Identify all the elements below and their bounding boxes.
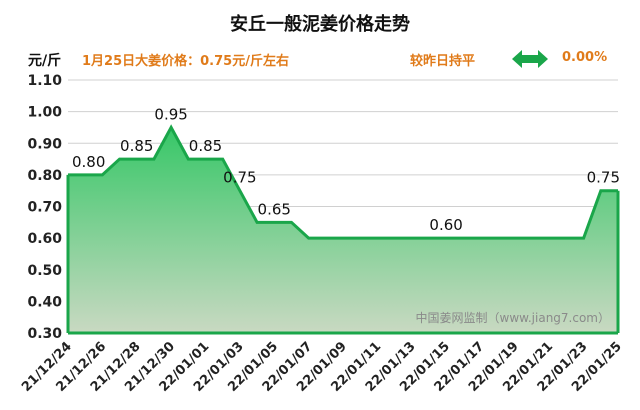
data-label: 0.75	[587, 169, 620, 187]
double-arrow-icon	[512, 50, 548, 68]
chart-title: 安丘一般泥姜价格走势	[230, 14, 410, 35]
y-tick-label: 0.50	[27, 263, 62, 279]
data-label: 0.60	[429, 216, 462, 234]
area-fill	[68, 127, 618, 333]
price-note: 1月25日大姜价格：0.75元/斤左右	[82, 54, 289, 69]
price-line	[68, 124, 618, 240]
data-label: 0.95	[154, 105, 187, 123]
y-tick-label: 1.00	[27, 105, 62, 121]
y-tick-label: 0.80	[27, 168, 62, 184]
y-tick-label: 0.90	[27, 136, 62, 152]
y-tick-label: 0.40	[27, 294, 62, 310]
data-label: 0.75	[223, 169, 256, 187]
y-tick-label: 0.70	[27, 200, 62, 216]
watermark-text: 中国姜网监制（www.jiang7.com）	[416, 310, 610, 325]
change-value: 0.00%	[562, 50, 608, 65]
data-label: 0.80	[72, 153, 105, 171]
y-tick-label: 0.60	[27, 231, 62, 247]
data-label: 0.85	[189, 137, 222, 155]
y-axis-unit: 元/斤	[28, 53, 62, 69]
y-tick-label: 1.10	[27, 73, 62, 89]
compare-label: 较昨日持平	[410, 54, 476, 69]
y-tick-label: 0.30	[27, 326, 62, 342]
data-label: 0.65	[258, 200, 291, 218]
data-label: 0.85	[120, 137, 153, 155]
